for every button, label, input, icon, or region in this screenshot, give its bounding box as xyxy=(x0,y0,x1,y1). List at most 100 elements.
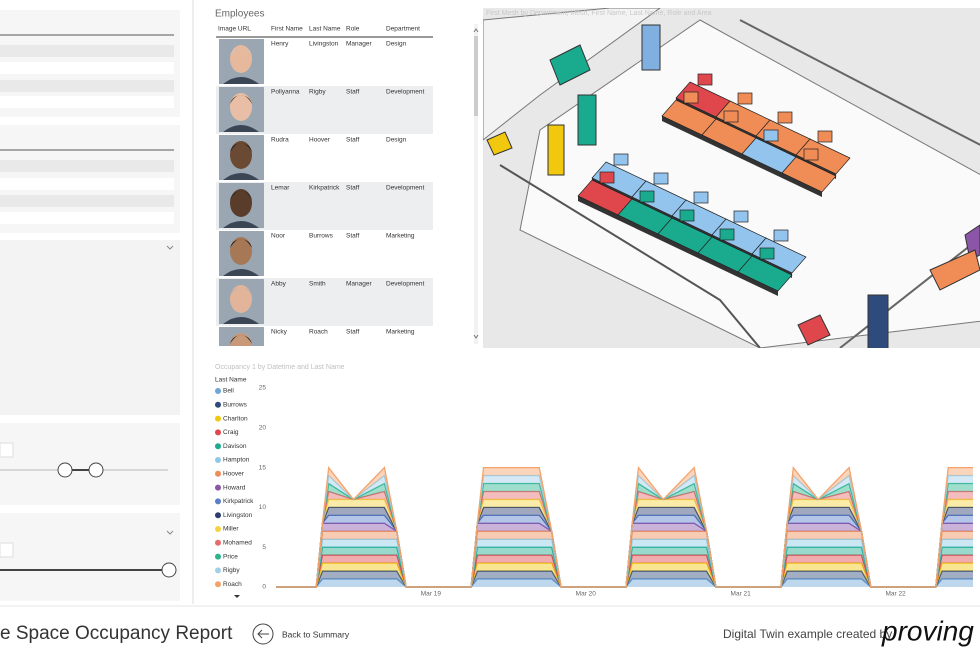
report-title: e Space Occupancy Report xyxy=(0,623,233,644)
table-cell: Staff xyxy=(346,185,359,192)
list-row[interactable] xyxy=(0,195,174,207)
chevron[interactable] xyxy=(166,245,174,250)
legend-label[interactable]: Livingston xyxy=(223,512,253,519)
list-row[interactable] xyxy=(0,80,174,92)
input-box[interactable] xyxy=(0,542,14,558)
slicer-card xyxy=(0,513,180,601)
photo-body xyxy=(223,125,259,132)
list-row[interactable] xyxy=(0,212,174,224)
scroll-arrows[interactable] xyxy=(473,28,479,339)
column-header[interactable]: First Name xyxy=(271,26,303,33)
column-header[interactable]: Last Name xyxy=(309,26,341,33)
slider-handle[interactable] xyxy=(161,562,177,578)
photo-body xyxy=(223,173,259,180)
filter-card xyxy=(0,240,180,415)
legend-swatch xyxy=(215,443,221,450)
column-header[interactable]: Department xyxy=(386,26,420,33)
legend-swatch xyxy=(215,388,221,394)
table-cell: Design xyxy=(386,137,407,144)
brand[interactable]: proving xyxy=(881,615,974,646)
legend-label[interactable]: Hampton xyxy=(223,457,250,464)
photo-face xyxy=(230,93,252,121)
list-row[interactable] xyxy=(0,62,174,74)
photo-hair xyxy=(230,143,252,152)
slider-handle[interactable] xyxy=(88,462,104,478)
chevron[interactable] xyxy=(166,530,174,535)
monitor xyxy=(737,92,753,105)
monitor xyxy=(719,228,735,241)
monitor xyxy=(763,129,779,142)
monitor xyxy=(817,130,833,143)
table-title: Employees xyxy=(215,9,264,20)
list-row[interactable] xyxy=(0,178,174,190)
area-fill xyxy=(276,555,973,587)
legend-label[interactable]: Rigby xyxy=(223,567,240,574)
photo-face xyxy=(230,189,252,217)
table-cell: Marketing xyxy=(386,233,415,240)
list-row[interactable] xyxy=(0,96,174,108)
back-icon[interactable] xyxy=(252,623,274,645)
table-cell: Kirkpatrick xyxy=(309,185,340,192)
filter-panel xyxy=(0,10,180,601)
photo-hair xyxy=(230,95,252,104)
legend-label[interactable]: Bell xyxy=(223,388,234,395)
legend-scroll[interactable] xyxy=(234,595,240,598)
table-cell: Rigby xyxy=(309,89,326,96)
table-cell: Abby xyxy=(271,281,287,288)
y-tick-label: 0 xyxy=(262,584,266,591)
slicer-card xyxy=(0,423,180,505)
desk xyxy=(929,249,980,291)
legend-label[interactable]: Craig xyxy=(223,429,239,436)
legend-swatch xyxy=(215,581,221,588)
photo-hair xyxy=(230,191,252,200)
table-cell: Rudra xyxy=(271,137,289,144)
desk-side xyxy=(702,135,742,159)
y-tick-label: 25 xyxy=(259,385,267,392)
legend-label[interactable]: Miller xyxy=(223,526,239,533)
scroll-thumb[interactable] xyxy=(474,36,478,116)
legend-label[interactable]: Hoover xyxy=(223,471,245,478)
list-row[interactable] xyxy=(0,45,174,57)
table-cell: Pollyanna xyxy=(271,89,300,96)
legend-label[interactable]: Howard xyxy=(223,484,246,491)
table-cell: Noor xyxy=(271,233,286,240)
table-cell: Staff xyxy=(346,137,359,144)
legend-label[interactable]: Mohamed xyxy=(223,540,252,547)
photo-body xyxy=(223,269,259,276)
chart-title: Occupancy 1 by Datetime and Last Name xyxy=(215,364,345,371)
monitor xyxy=(599,171,615,184)
legend-label[interactable]: Kirkpatrick xyxy=(223,498,254,505)
table-cell: Staff xyxy=(346,233,359,240)
monitor xyxy=(723,110,739,123)
legend-swatch xyxy=(215,539,221,546)
legend-label[interactable]: Davison xyxy=(223,443,247,450)
desk-side xyxy=(742,154,782,178)
x-tick-label: Mar 20 xyxy=(576,591,597,598)
back-arrow[interactable] xyxy=(257,629,269,639)
x-tick-label: Mar 21 xyxy=(731,591,752,598)
door xyxy=(867,294,889,348)
monitor xyxy=(653,172,669,185)
legend-label[interactable]: Charlton xyxy=(223,415,248,422)
area-line xyxy=(276,570,973,588)
legend-label[interactable]: Roach xyxy=(223,581,242,588)
door xyxy=(547,124,565,176)
room xyxy=(483,8,661,141)
column-header[interactable]: Role xyxy=(346,26,360,33)
photo-body xyxy=(223,221,259,228)
column-header[interactable]: Image URL xyxy=(218,26,251,33)
legend-label[interactable]: Price xyxy=(223,553,238,560)
table-row[interactable] xyxy=(216,326,433,374)
area-fill xyxy=(276,571,973,587)
desk-side xyxy=(662,116,702,140)
input-box[interactable] xyxy=(0,442,14,458)
desk xyxy=(964,224,980,261)
slider-handle[interactable] xyxy=(57,462,73,478)
legend-swatch xyxy=(215,567,221,574)
list-row[interactable] xyxy=(0,160,174,172)
table-cell: Smith xyxy=(309,281,326,288)
area-line xyxy=(276,578,973,588)
desk-side xyxy=(698,253,738,277)
back-button[interactable]: Back to Summary xyxy=(282,629,350,639)
legend-label[interactable]: Burrows xyxy=(223,402,248,409)
